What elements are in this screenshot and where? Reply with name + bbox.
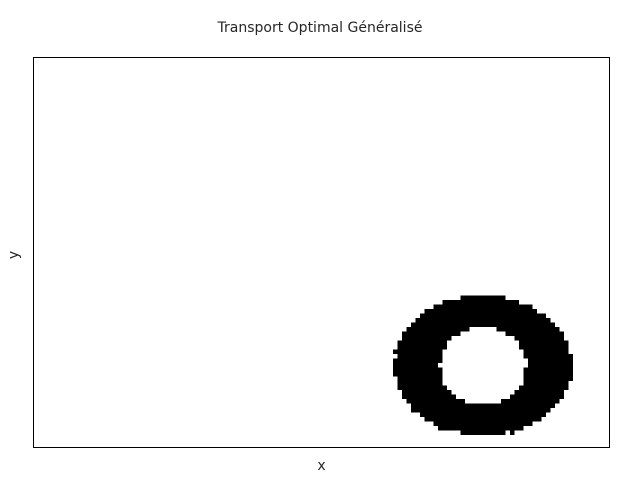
y-axis-label: y bbox=[6, 250, 22, 260]
x-axis-label: x bbox=[317, 458, 326, 474]
annulus-mask bbox=[393, 295, 573, 435]
heatmap-region-0 bbox=[393, 295, 573, 435]
heatmap-canvas bbox=[33, 57, 610, 448]
plot-background bbox=[33, 57, 610, 448]
plot-frame bbox=[33, 57, 610, 448]
chart-title: Transport Optimal Généralisé bbox=[217, 20, 423, 36]
plot-area bbox=[33, 57, 610, 448]
